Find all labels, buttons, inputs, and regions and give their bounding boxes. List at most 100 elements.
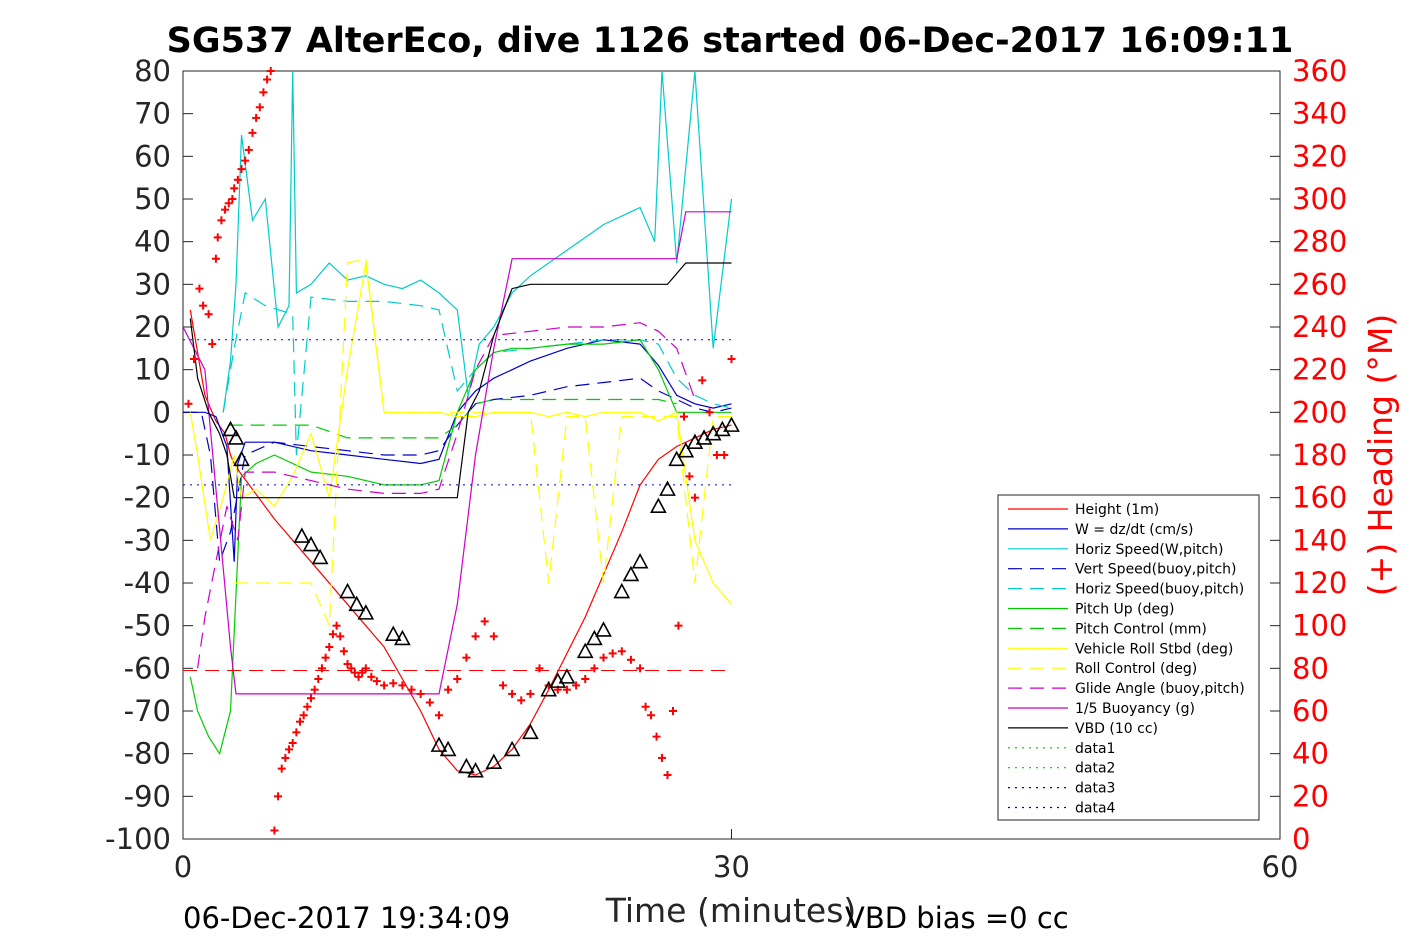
- right-tick-label: 300: [1292, 182, 1347, 216]
- heading-point: [508, 689, 517, 698]
- right-tick-label: 180: [1292, 438, 1347, 472]
- legend-label: data2: [1075, 761, 1115, 777]
- glider-marker: [668, 450, 685, 467]
- left-tick-label: 60: [134, 139, 171, 173]
- heading-point: [277, 764, 286, 773]
- heading-point: [303, 702, 312, 711]
- left-tick-label: -30: [124, 523, 171, 557]
- heading-point: [237, 165, 246, 174]
- heading-point: [425, 698, 434, 707]
- heading-point: [354, 672, 363, 681]
- x-tick-label: 30: [713, 850, 750, 884]
- heading-point: [321, 653, 330, 662]
- legend-label: VBD (10 cc): [1075, 721, 1158, 737]
- glider-marker: [650, 497, 667, 514]
- heading-point: [698, 376, 707, 385]
- heading-point: [252, 113, 261, 122]
- heading-point: [213, 233, 222, 242]
- glider-marker: [586, 629, 603, 646]
- heading-point: [581, 675, 590, 683]
- heading-point: [255, 103, 264, 112]
- right-tick-label: 0: [1292, 822, 1310, 856]
- heading-point: [361, 664, 370, 673]
- x-axis-label: Time (minutes): [605, 891, 857, 930]
- heading-point: [263, 75, 272, 84]
- heading-point: [389, 679, 398, 688]
- heading-point: [296, 717, 305, 726]
- heading-point: [674, 621, 683, 630]
- heading-point: [658, 753, 667, 762]
- left-tick-label: 10: [134, 353, 171, 387]
- heading-point: [241, 156, 250, 165]
- heading-point: [480, 617, 489, 626]
- heading-point: [572, 681, 581, 690]
- heading-point: [444, 685, 453, 694]
- heading-point: [608, 649, 617, 658]
- glider-marker: [723, 416, 740, 432]
- left-tick-label: 30: [134, 267, 171, 301]
- heading-point: [562, 685, 571, 694]
- heading-point: [626, 655, 635, 664]
- right-tick-label: 160: [1292, 481, 1347, 515]
- heading-point: [663, 771, 672, 779]
- right-axis-ticks: 3603403203002802602402202001801601401201…: [1270, 54, 1347, 856]
- right-tick-label: 280: [1292, 225, 1347, 259]
- glider-marker: [485, 753, 503, 770]
- right-tick-label: 140: [1292, 523, 1347, 557]
- glider-marker: [394, 629, 411, 646]
- series-line-4: [222, 291, 732, 456]
- series-line-2: [222, 70, 733, 413]
- glider-marker: [576, 642, 594, 659]
- end-timestamp: 06-Dec-2017 19:34:09: [183, 901, 510, 935]
- right-tick-label: 40: [1292, 737, 1329, 771]
- legend-label: data1: [1075, 741, 1115, 757]
- glider-marker: [613, 582, 631, 599]
- right-tick-label: 120: [1292, 566, 1347, 600]
- heading-point: [221, 205, 230, 214]
- heading-point: [285, 745, 294, 754]
- heading-point: [328, 630, 337, 639]
- left-tick-label: -20: [124, 481, 171, 515]
- heading-point: [380, 681, 389, 690]
- glider-marker: [439, 740, 457, 757]
- right-tick-label: 20: [1292, 779, 1329, 813]
- x-tick-label: 0: [174, 850, 192, 884]
- heading-point: [199, 301, 208, 310]
- heading-point: [652, 732, 661, 741]
- heading-point: [195, 284, 204, 293]
- left-axis-ticks: 80 70 60 50 40 30 20 10 0 -10 -20 -30 -40 -50 -60 -70 -8…: [105, 54, 193, 856]
- glider-marker: [293, 527, 311, 543]
- series-line-8: [234, 257, 732, 626]
- heading-point: [727, 355, 736, 363]
- heading-point: [685, 472, 694, 481]
- glider-marker: [233, 450, 250, 467]
- right-tick-label: 360: [1292, 54, 1347, 88]
- heading-point: [358, 668, 367, 677]
- heading-point: [292, 728, 301, 737]
- left-tick-label: -80: [124, 737, 171, 771]
- heading-point: [489, 632, 498, 641]
- right-tick-label: 320: [1292, 139, 1347, 173]
- series-line-0: [189, 309, 732, 776]
- heading-point: [217, 216, 226, 225]
- heading-point: [641, 702, 650, 711]
- heading-point: [590, 664, 599, 673]
- heading-point: [332, 621, 341, 630]
- glider-marker: [357, 604, 375, 620]
- glider-marker: [227, 429, 245, 445]
- left-tick-label: -10: [124, 438, 171, 472]
- glider-marker: [384, 625, 402, 642]
- heading-point: [208, 340, 217, 349]
- heading-points: [184, 67, 736, 835]
- legend-label: data4: [1075, 801, 1116, 817]
- right-tick-label: 220: [1292, 353, 1347, 387]
- legend-label: Glide Angle (buoy,pitch): [1075, 681, 1245, 697]
- legend-label: Horiz Speed(buoy,pitch): [1075, 582, 1244, 598]
- right-tick-label: 240: [1292, 310, 1347, 344]
- heading-point: [453, 675, 462, 683]
- legend-label: Horiz Speed(W,pitch): [1075, 542, 1223, 558]
- right-axis-label: (+) Heading (°M): [1361, 314, 1400, 596]
- heading-point: [407, 685, 416, 694]
- heading-point: [325, 643, 334, 651]
